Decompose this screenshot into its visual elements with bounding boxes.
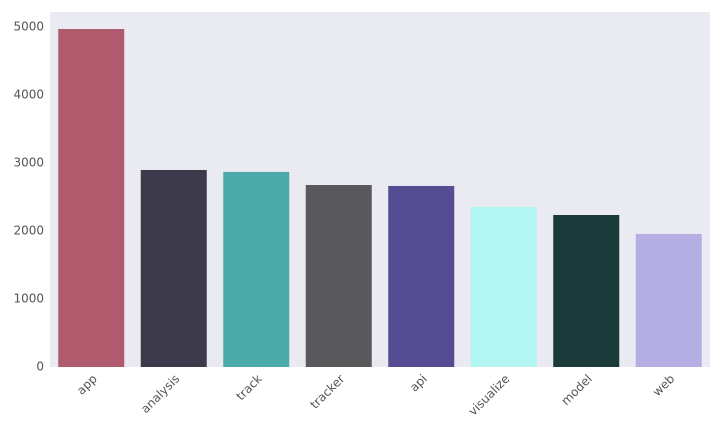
bar [305,185,372,367]
bar [635,233,702,367]
bar [58,29,125,367]
bar [140,169,207,367]
bar [223,171,290,367]
x-tick-label: model [559,372,595,408]
y-tick-label: 4000 [13,87,44,101]
x-tick-label: web [650,372,677,399]
y-tick-label: 1000 [13,291,44,305]
y-tick-label: 0 [36,360,44,374]
bar [470,206,537,367]
y-tick-label: 2000 [13,223,44,237]
y-tick-label: 3000 [13,155,44,169]
bar [553,215,620,367]
x-tick-label: analysis [138,372,182,416]
x-tick-label: track [233,372,265,404]
x-tick-label: api [407,372,430,395]
x-tick-label: visualize [466,372,513,419]
x-tick-label: app [74,372,100,398]
x-tick-label: tracker [307,372,347,412]
bar [388,185,455,367]
y-tick-label: 5000 [13,19,44,33]
